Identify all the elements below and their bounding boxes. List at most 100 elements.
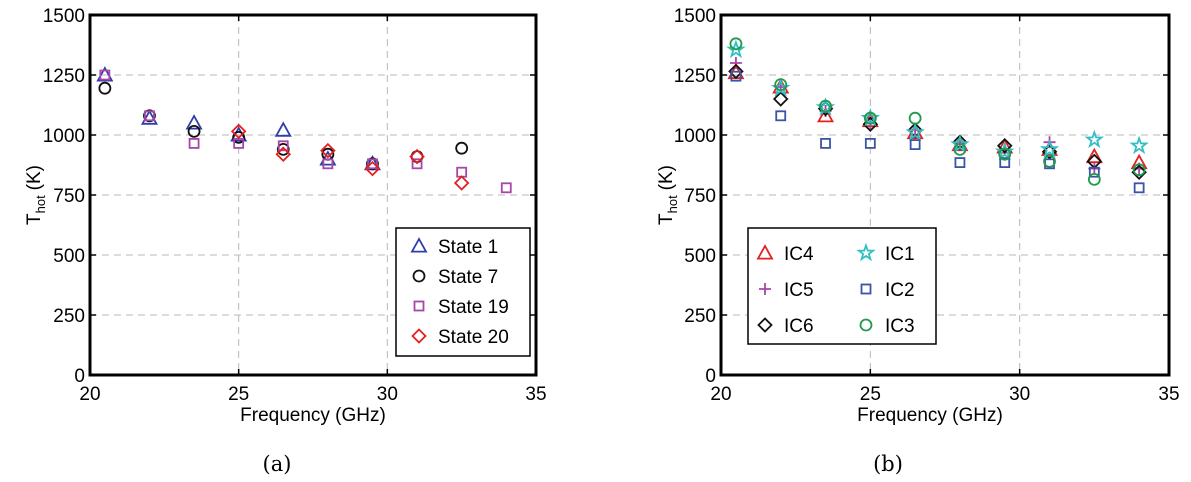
chart-a-x-tick-label: 30 — [377, 384, 398, 405]
chart-a-y-tick-label: 500 — [53, 246, 85, 267]
chart-a-point — [188, 137, 200, 149]
chart-b-point — [864, 137, 876, 149]
chart-b-y-tick-label: 500 — [684, 246, 716, 267]
chart-b-point — [729, 37, 743, 51]
chart-a-legend: State 1 State 7 State 19 State 20 — [395, 227, 531, 357]
chart-b-point — [819, 99, 832, 113]
chart-a-legend-label-state-7: State 7 — [438, 267, 498, 288]
chart-a-y-tick-label: 1000 — [43, 126, 85, 147]
chart-b-point — [726, 39, 746, 59]
chart-a-point — [276, 142, 290, 156]
chart-a-point — [322, 158, 334, 170]
chart-a-point — [143, 109, 156, 123]
chart-a-point — [140, 109, 158, 125]
chart-b-point — [950, 134, 970, 153]
chart-a-series-state-20 — [230, 123, 470, 191]
chart-b-y-tick-label: 1500 — [674, 6, 716, 27]
chart-b-legend: IC4 IC5 IC6 IC1 IC2 IC3 — [747, 227, 937, 345]
chart-b-legend-label-ic4: IC4 — [784, 244, 814, 265]
chart-b-x-axis-label: Frequency (GHz) — [857, 405, 1003, 426]
chart-b-legend-label-ic3: IC3 — [885, 316, 915, 337]
chart-a-legend-marker-state-7 — [412, 269, 426, 283]
chart-b-y-label-sub: hot — [665, 195, 680, 213]
chart-a-series-state-1 — [96, 66, 381, 171]
chart-b-legend-label-ic5: IC5 — [784, 280, 814, 301]
chart-a-ticks: 20 25 30 35 0 250 500 750 1000 1250 1500 — [43, 6, 547, 405]
chart-b-point — [952, 134, 968, 150]
chart-b-legend-marker-ic5 — [759, 283, 771, 295]
chart-b-legend-marker-ic4 — [756, 244, 774, 260]
chart-a-point — [144, 110, 155, 122]
chart-a-grid — [90, 15, 536, 375]
chart-b-point — [999, 157, 1011, 169]
chart-a-x-tick-label: 35 — [525, 384, 546, 405]
chart-b-x-tick-label: 25 — [860, 384, 881, 405]
chart-a-x-tick-label: 20 — [79, 384, 100, 405]
chart-b-point — [951, 135, 969, 152]
chart-b-point — [1088, 166, 1100, 178]
chart-a-legend-label-state-19: State 19 — [438, 297, 509, 318]
chart-b-point — [1084, 129, 1105, 149]
chart-a-point — [277, 140, 289, 152]
chart-b-legend-label-ic2: IC2 — [885, 280, 915, 301]
chart-b-point — [1129, 135, 1149, 155]
chart-a-legend-label-state-1: State 1 — [438, 237, 498, 258]
chart-a-point — [500, 182, 512, 194]
chart-a-y-label-sub: hot — [33, 195, 48, 213]
chart-b-legend-item-ic4: IC4 — [756, 244, 814, 265]
chart-a-point — [232, 130, 246, 144]
chart-b-point — [954, 157, 966, 169]
chart-a-point — [455, 141, 469, 155]
chart-a-y-tick-label: 0 — [74, 366, 85, 387]
chart-a-legend-marker-state-19 — [413, 300, 425, 312]
chart-b-point — [775, 110, 787, 122]
chart-a-point — [96, 66, 114, 82]
chart-a-legend-box — [395, 227, 531, 357]
chart-a-y-label-unit: (K) — [24, 165, 45, 190]
chart-b-legend-item-ic1: IC1 — [856, 242, 915, 265]
chart-a-y-tick-label: 750 — [53, 186, 85, 207]
chart-b-point — [906, 123, 924, 140]
chart-b-point — [1039, 139, 1060, 158]
chart-b-point — [909, 139, 921, 151]
chart-a-y-label-main: T — [24, 213, 45, 225]
chart-b-point — [730, 70, 742, 82]
chart-b-x-tick-label: 20 — [710, 384, 731, 405]
chart-b-y-tick-label: 750 — [684, 186, 716, 207]
chart-b-point — [996, 138, 1013, 154]
chart-a-y-axis-label: Thot (K) — [24, 165, 48, 225]
chart-a-legend-item-state-19: State 19 — [413, 297, 509, 318]
chart-a-point — [320, 142, 336, 159]
chart-b-caption: (b) — [873, 452, 903, 476]
chart-a-legend-marker-state-20 — [411, 328, 427, 344]
chart-b-point — [1087, 172, 1101, 186]
chart-b-ticks: 20 25 30 35 0 250 500 750 1000 1250 1500 — [674, 6, 1180, 405]
chart-b-legend-item-ic2: IC2 — [860, 280, 915, 301]
chart-panel-b: 20 25 30 35 0 250 500 750 1000 1250 1500 Frequency… — [656, 6, 1180, 476]
chart-a-point — [185, 114, 203, 130]
chart-b-point — [774, 78, 788, 91]
chart-a-point — [367, 158, 378, 170]
chart-b-point — [907, 122, 923, 138]
chart-b-point — [953, 142, 967, 156]
chart-a-point — [366, 157, 379, 171]
chart-a-point — [275, 146, 292, 162]
chart-a-series-state-19 — [99, 69, 512, 194]
chart-b-point — [1131, 164, 1147, 180]
chart-a-legend-marker-state-1 — [410, 237, 428, 253]
chart-a-x-tick-label: 25 — [228, 384, 249, 405]
chart-a-y-tick-label: 250 — [53, 306, 85, 327]
chart-b-point — [820, 137, 831, 149]
chart-b-series-ic2 — [730, 70, 1145, 194]
chart-b-legend-box — [747, 227, 937, 345]
chart-b-legend-label-ic6: IC6 — [784, 316, 814, 337]
chart-b-series-ic1 — [726, 39, 1149, 161]
chart-b-series-ic3 — [729, 37, 1146, 186]
chart-a-point — [98, 81, 112, 95]
chart-b-y-label-unit: (K) — [656, 165, 677, 190]
chart-b-point — [1132, 163, 1146, 177]
chart-b-series-ic6 — [728, 63, 1147, 180]
chart-b-y-tick-label: 0 — [705, 366, 716, 387]
chart-b-point — [863, 111, 877, 125]
chart-b-point — [908, 111, 922, 125]
